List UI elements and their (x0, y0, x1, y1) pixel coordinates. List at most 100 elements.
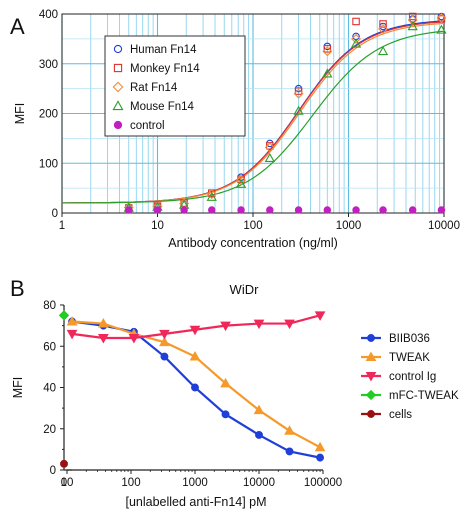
legend-label: TWEAK (389, 352, 430, 364)
y-axis-label-b: MFI (11, 377, 25, 399)
data-point (436, 13, 447, 23)
data-point (264, 152, 275, 163)
legend-label: BIIB036 (389, 333, 430, 345)
data-point (293, 88, 304, 99)
x-tick-label: 1000 (336, 220, 362, 232)
x-tick-label-zero: 0 (61, 477, 67, 489)
series-control-ig (66, 311, 326, 344)
legend-marker (365, 351, 377, 361)
data-point (159, 336, 170, 347)
data-point (153, 206, 162, 214)
data-point (66, 329, 78, 340)
data-point (221, 410, 230, 419)
data-point (253, 404, 265, 415)
legend-marker (113, 63, 123, 73)
legend-marker (367, 410, 375, 418)
data-point (189, 351, 201, 361)
data-point (98, 334, 109, 344)
data-point (294, 206, 303, 214)
data-point (351, 33, 362, 44)
data-point (314, 441, 326, 452)
y-tick-label: 80 (43, 300, 56, 312)
data-point (180, 206, 188, 214)
legend-label: Human Fn14 (130, 44, 197, 56)
data-point (285, 447, 294, 456)
data-point (128, 334, 140, 344)
data-point (379, 206, 387, 214)
data-point (235, 178, 247, 188)
legend-marker (113, 120, 123, 130)
legend-label: control Ig (389, 371, 436, 383)
data-point (352, 17, 360, 26)
data-point (266, 206, 274, 214)
y-tick-label: 200 (39, 109, 58, 121)
data-point (189, 325, 201, 336)
legend-marker (112, 100, 124, 111)
y-tick-label: 20 (43, 424, 56, 436)
y-tick-label: 40 (43, 383, 56, 395)
data-point (323, 206, 332, 214)
x-tick-label: 10000 (243, 477, 275, 489)
y-tick-label: 60 (43, 341, 56, 353)
x-tick-label: 10 (61, 477, 74, 489)
legend-label: cells (389, 409, 412, 421)
legend-label: Rat Fn14 (130, 82, 178, 94)
data-point (253, 319, 265, 330)
data-point (322, 68, 333, 78)
data-point (236, 175, 247, 186)
data-point (408, 12, 417, 21)
legend-marker (367, 334, 375, 342)
data-point (264, 142, 275, 153)
panel-label-b: B (10, 276, 25, 301)
x-tick-label: 1 (59, 220, 65, 232)
legend-marker (365, 389, 377, 401)
data-point (284, 319, 295, 330)
data-point (352, 206, 360, 214)
data-point (436, 24, 447, 34)
legend-a: Human Fn14 Monkey Fn14 Rat Fn14 Mouse Fn14 c… (104, 35, 246, 137)
legend-label: mFC-TWEAK (389, 390, 459, 402)
panel-label-a: A (10, 14, 25, 39)
legend-marker (113, 44, 123, 54)
data-point (191, 383, 199, 392)
data-point (58, 310, 70, 321)
data-point (255, 430, 263, 439)
series-cells (60, 459, 68, 468)
legend-marker (112, 81, 124, 93)
legend-box (104, 35, 246, 137)
series-biib036 (68, 317, 325, 462)
x-tick-label: 100 (243, 220, 262, 232)
data-point (322, 46, 333, 57)
data-point (316, 453, 325, 462)
data-point (98, 318, 109, 328)
legend-label: control (130, 120, 165, 132)
data-point (237, 206, 245, 214)
data-point (314, 311, 326, 321)
x-axis-label-b: [unlabelled anti-Fn14] pM (125, 495, 266, 509)
x-axis-label-a: Antibody concentration (ng/ml) (168, 236, 338, 250)
data-point (437, 206, 446, 214)
y-tick-label: 0 (50, 465, 56, 477)
data-point (220, 321, 231, 332)
series-control (125, 206, 446, 214)
data-point (60, 459, 68, 468)
x-tick-label: 1000 (182, 477, 208, 489)
legend-marker (365, 372, 377, 382)
data-point (294, 87, 303, 95)
y-tick-label: 300 (39, 59, 58, 71)
legend-label: Mouse Fn14 (130, 101, 195, 113)
data-point (323, 45, 332, 53)
chart-a: 1 10 100 1000 10000 0 100 200 300 400 Antibody con… (13, 9, 460, 250)
fit-curve-mouse-fn14 (61, 30, 445, 204)
data-point (206, 191, 217, 201)
x-tick-label: 100 (121, 477, 140, 489)
data-point (125, 206, 133, 214)
data-point (407, 21, 418, 31)
legend-b: BIIB036 TWEAK control Ig mFC-TWEAK cells (361, 333, 459, 421)
legend-label: Monkey Fn14 (130, 63, 200, 75)
y-tick-label: 100 (39, 158, 58, 170)
data-point (220, 377, 231, 388)
data-point (293, 105, 304, 115)
data-point (160, 352, 169, 361)
